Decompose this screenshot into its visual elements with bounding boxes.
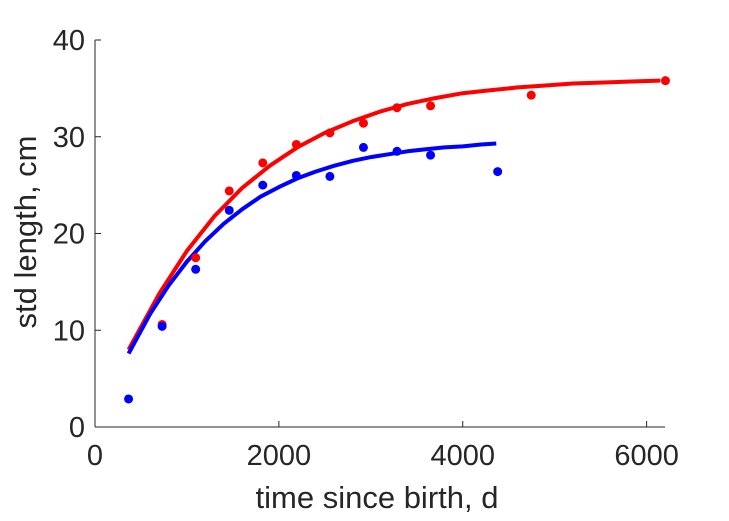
series-2-data-point — [291, 170, 301, 180]
series-2-data-point — [358, 142, 368, 152]
y-tick-label: 0 — [69, 412, 85, 444]
series-2-data-point — [224, 205, 234, 215]
series-1-data-point — [358, 118, 368, 128]
axes: 0 2000 4000 6000 0 10 20 30 40 — [53, 25, 679, 472]
series-2-data-point — [124, 394, 134, 404]
series-1-data-point — [526, 90, 536, 100]
y-axis-label: std length, cm — [8, 136, 43, 329]
series-1-data-point — [660, 76, 670, 86]
series-2-data-point — [191, 264, 201, 274]
series-1-data-point — [392, 103, 402, 113]
y-tick-label: 20 — [53, 219, 85, 251]
series-1-data-point — [191, 253, 201, 263]
x-tick-label: 0 — [87, 440, 103, 472]
series-1-data-point — [258, 158, 268, 168]
series-1-data-point — [224, 186, 234, 196]
x-tick-label: 2000 — [247, 440, 312, 472]
series-2-fit-curve — [126, 141, 497, 355]
series-2-data-point — [157, 321, 167, 331]
x-tick-label: 6000 — [614, 440, 679, 472]
series-1-data-point — [426, 101, 436, 111]
series-1-data-point — [325, 128, 335, 138]
x-axis-label: time since birth, d — [256, 480, 499, 515]
series-1-fit-curve — [126, 78, 661, 351]
series-2-data-point — [392, 146, 402, 156]
series-2-data-point — [493, 167, 503, 177]
series-2-data-point — [325, 171, 335, 181]
data-points — [124, 76, 670, 404]
series-1-data-point — [291, 139, 301, 149]
y-tick-label: 30 — [53, 122, 85, 154]
y-tick-label: 40 — [53, 25, 85, 57]
series-2-data-point — [426, 150, 436, 160]
fit-curves — [126, 78, 661, 355]
series-2-data-point — [258, 180, 268, 190]
y-tick-label: 10 — [53, 315, 85, 347]
x-tick-label: 4000 — [430, 440, 495, 472]
